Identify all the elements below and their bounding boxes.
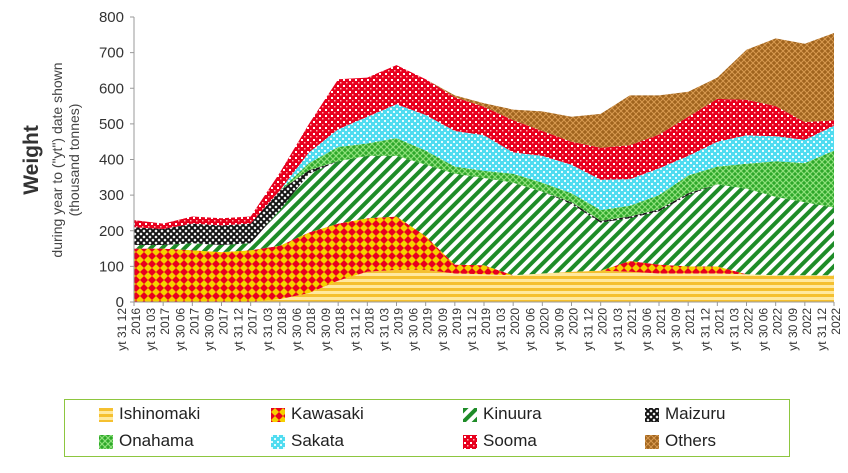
- x-tick-label: yt 30 092017: [203, 308, 231, 351]
- legend-swatch-graphic: [645, 435, 659, 449]
- legend-entry-onahama: Onahama: [99, 430, 194, 452]
- legend-label-kinuura: Kinuura: [483, 404, 542, 423]
- legend-label-maizuru: Maizuru: [665, 404, 726, 423]
- x-tick-label: yt 31 032020: [494, 308, 522, 351]
- legend-swatch-graphic: [271, 408, 285, 422]
- y-tick-label: 0: [116, 294, 124, 311]
- x-tick-label: yt 31 032022: [728, 308, 756, 351]
- x-tick-label: yt 30 062020: [523, 308, 551, 351]
- legend-label-sakata: Sakata: [291, 431, 344, 450]
- series-areas: [134, 33, 834, 302]
- y-tick-label: 500: [99, 116, 124, 133]
- legend-swatch-ishinomaki: [99, 407, 113, 422]
- area-kawasaki: [134, 216, 834, 302]
- legend-swatch-fill: [271, 435, 285, 449]
- x-tick-label: yt 30 092019: [436, 308, 464, 351]
- legend-swatch-others: [645, 434, 659, 449]
- y-tick-label: 600: [99, 80, 124, 97]
- x-tick-label: yt 30 062018: [290, 308, 318, 351]
- y-axis-subtitle-2: (thousand tonnes): [66, 104, 82, 217]
- area-kinuura: [134, 155, 834, 276]
- y-axis-title: Weight: [20, 125, 43, 195]
- x-tick-label: yt 30 092022: [786, 308, 814, 351]
- legend-swatch-graphic: [99, 435, 113, 449]
- x-tick-labels: yt 31 122016 yt 31 032017 yt 30 062017 yt 3…: [115, 308, 843, 351]
- y-tick-label: 300: [99, 187, 124, 204]
- area-maizuru: [134, 155, 834, 245]
- x-tick-label: yt 30 062017: [173, 308, 201, 351]
- x-tick-label: yt 31 122019: [465, 308, 493, 351]
- x-tick-label: yt 31 032017: [144, 308, 172, 351]
- x-tick-label: yt 30 092021: [669, 308, 697, 351]
- area-others: [134, 33, 834, 224]
- legend-swatch-onahama: [99, 434, 113, 449]
- x-tick-label: yt 31 122018: [348, 308, 376, 351]
- x-tick-label: yt 30 062021: [640, 308, 668, 351]
- legend-swatch-fill: [99, 408, 113, 422]
- area-ishinomaki: [134, 269, 834, 302]
- x-tick-label: yt 30 092018: [319, 308, 347, 351]
- x-tick-label: yt 31 122016: [115, 308, 143, 351]
- legend-swatch-graphic: [463, 435, 477, 449]
- legend-label-ishinomaki: Ishinomaki: [119, 404, 201, 423]
- legend-entry-sooma: Sooma: [463, 430, 537, 452]
- legend-swatch-graphic: [463, 408, 477, 422]
- legend-label-onahama: Onahama: [119, 431, 194, 450]
- legend-swatch-graphic: [271, 435, 285, 449]
- y-tick-label: 700: [99, 45, 124, 62]
- legend-swatch-fill: [99, 435, 113, 449]
- legend-swatch-kinuura: [463, 407, 477, 422]
- legend-swatch-graphic: [645, 408, 659, 422]
- x-tick-label: yt 31 032019: [378, 308, 406, 351]
- legend-swatch-kawasaki: [271, 407, 285, 422]
- legend-swatch-fill: [645, 435, 659, 449]
- y-tick-label: 200: [99, 223, 124, 240]
- legend-swatch-sooma: [463, 434, 477, 449]
- legend-swatch-fill: [645, 408, 659, 422]
- legend-entry-sakata: Sakata: [271, 430, 344, 452]
- y-axis-subtitle-1: during year to ("yt") date shown: [49, 62, 65, 257]
- legend-label-others: Others: [665, 431, 717, 450]
- x-tick-label: yt 31 122020: [582, 308, 610, 351]
- y-tick-label: 800: [99, 9, 124, 26]
- legend-swatch-fill: [271, 408, 285, 422]
- x-tick-label: yt 31 032018: [261, 308, 289, 351]
- legend-swatch-graphic: [99, 408, 113, 422]
- area-sooma: [134, 65, 834, 229]
- legend: Ishinomaki Kawasaki Kinuura Maizuru Onah…: [64, 399, 790, 457]
- area-onahama: [134, 138, 834, 229]
- y-tick-labels: 0 100 200 300 400 500 600 700 800: [99, 9, 124, 311]
- x-tick-label: yt 31 032021: [611, 308, 639, 351]
- legend-entry-others: Others: [645, 430, 716, 452]
- legend-label-sooma: Sooma: [483, 431, 537, 450]
- legend-entry-kinuura: Kinuura: [463, 403, 542, 425]
- legend-entry-kawasaki: Kawasaki: [271, 403, 364, 425]
- x-tick-label: yt 31 122022: [815, 308, 843, 351]
- legend-swatch-fill: [463, 408, 477, 422]
- legend-entry-ishinomaki: Ishinomaki: [99, 403, 200, 425]
- axes: [130, 16, 835, 306]
- legend-swatch-maizuru: [645, 407, 659, 422]
- y-tick-label: 400: [99, 152, 124, 169]
- legend-swatch-fill: [463, 435, 477, 449]
- x-tick-label: yt 31 122021: [698, 308, 726, 351]
- legend-swatch-sakata: [271, 434, 285, 449]
- y-tick-label: 100: [99, 258, 124, 275]
- x-tick-label: yt 31 122017: [232, 308, 260, 351]
- area-sakata: [134, 104, 834, 229]
- x-tick-label: yt 30 092020: [553, 308, 581, 351]
- x-tick-label: yt 30 062019: [407, 308, 435, 351]
- x-tick-label: yt 30 062022: [757, 308, 785, 351]
- legend-entry-maizuru: Maizuru: [645, 403, 725, 425]
- legend-label-kawasaki: Kawasaki: [291, 404, 364, 423]
